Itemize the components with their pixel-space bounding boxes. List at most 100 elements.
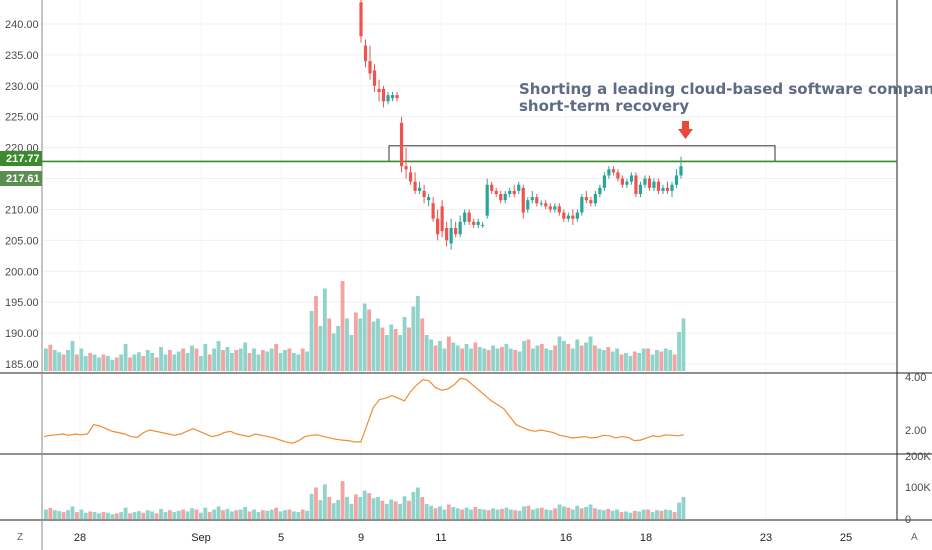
volume-bar <box>345 318 349 371</box>
volume-bar <box>566 344 571 371</box>
log-scale-toggle[interactable]: Z <box>17 532 23 543</box>
candle-body <box>643 178 647 185</box>
volume-pane-bar <box>256 512 261 519</box>
annotation-line-2[interactable]: short-term recovery <box>519 97 689 115</box>
volume-pane-bar <box>203 507 208 519</box>
candle-body <box>557 206 561 213</box>
volume-bars <box>44 281 686 371</box>
volume-pane-bar <box>553 508 557 519</box>
price-tick-label: 195.00 <box>5 297 39 309</box>
volume-pane-bar <box>216 506 221 519</box>
volume-pane-bar <box>66 510 70 519</box>
volume-bar <box>446 336 451 371</box>
volume-pane-bar <box>531 509 535 519</box>
candle-body <box>494 190 498 194</box>
volume-pane-bar <box>309 493 314 519</box>
volume-pane-bar <box>367 493 372 519</box>
volume-bar <box>597 348 602 371</box>
volume-pane-bar <box>429 505 434 519</box>
volume-bar <box>491 345 496 371</box>
volume-pane-bar <box>318 500 323 519</box>
candle-body <box>674 175 679 185</box>
volume-tick-label: 200K <box>905 451 931 463</box>
volume-bar <box>531 348 535 371</box>
volume-bar <box>221 350 225 371</box>
price-tick-label: 235.00 <box>5 50 39 62</box>
volume-pane-bar <box>163 512 168 519</box>
volume-bar <box>641 348 646 371</box>
volume-pane-bar <box>296 512 301 519</box>
candle-body <box>625 181 629 185</box>
volume-bar <box>557 336 562 371</box>
candle-body <box>598 187 602 194</box>
volume-pane-bar <box>677 502 681 519</box>
volume-bar <box>588 336 593 371</box>
candle-body <box>381 88 386 102</box>
candle-body <box>368 61 372 74</box>
volume-bar <box>340 281 345 371</box>
volume-pane-bar <box>207 512 212 519</box>
volume-bar <box>610 351 615 371</box>
candle-body <box>679 166 683 176</box>
volume-pane-bar <box>145 510 150 519</box>
volume-bar <box>207 354 212 371</box>
volume-pane-bar <box>650 512 655 519</box>
candle-body <box>580 197 584 213</box>
volume-bar <box>619 354 624 371</box>
candle-body <box>647 178 652 188</box>
volume-pane-bar <box>469 509 473 519</box>
volume-bar <box>185 353 190 371</box>
auto-scale-toggle[interactable]: A <box>911 532 918 543</box>
volume-bar <box>172 354 177 371</box>
candle-body <box>638 184 643 194</box>
volume-pane-bar <box>327 496 332 519</box>
volume-bar <box>336 326 341 371</box>
price-tick-label: 240.00 <box>5 19 39 31</box>
annotation-line-1[interactable]: Shorting a leading cloud-based software … <box>519 80 932 98</box>
volume-bar <box>628 356 633 371</box>
volume-bar <box>380 327 385 371</box>
candle-body <box>427 197 431 201</box>
volume-bar <box>553 345 557 371</box>
volume-pane-bar <box>287 509 292 519</box>
volume-pane-bar <box>624 511 628 519</box>
volume-pane-bar <box>508 509 513 519</box>
volume-pane-bar <box>438 506 442 519</box>
candle-body <box>476 221 480 225</box>
volume-bar <box>291 353 296 371</box>
volume-pane-bar <box>393 501 398 519</box>
volume-pane-bar <box>597 509 602 519</box>
volume-pane-bar <box>557 504 562 519</box>
volume-bar <box>314 296 318 371</box>
volume-pane-bar <box>92 512 97 519</box>
volume-pane-bar <box>513 510 518 519</box>
volume-bar <box>283 350 287 371</box>
volume-pane-bar <box>398 503 403 519</box>
volume-pane-bar <box>628 512 633 519</box>
volume-pane-bar <box>123 507 128 519</box>
volume-bar <box>52 350 57 371</box>
volume-pane-bar <box>486 510 491 519</box>
volume-bar <box>535 345 540 371</box>
volume-bar <box>265 351 270 371</box>
volume-bar <box>376 318 380 371</box>
volume-bar <box>132 354 137 371</box>
volume-pane-bar <box>70 506 75 519</box>
volume-pane-bar <box>362 490 367 519</box>
last-price-text: 217.61 <box>6 173 40 185</box>
candle-body <box>503 194 507 201</box>
volume-pane-bar <box>194 509 199 519</box>
volume-bar <box>327 318 332 371</box>
volume-pane-bar <box>314 487 318 519</box>
candle-body <box>535 197 539 204</box>
volume-pane-bar <box>48 507 53 519</box>
volume-pane-bar <box>181 509 186 519</box>
volume-bar <box>500 347 504 371</box>
candle-body <box>544 203 548 207</box>
indicator-tick-label: 2.00 <box>905 425 926 437</box>
level-price-badge: 217.77 <box>0 151 42 166</box>
candle-body <box>548 206 552 210</box>
candle-body <box>539 203 543 205</box>
candle-body <box>584 197 588 201</box>
